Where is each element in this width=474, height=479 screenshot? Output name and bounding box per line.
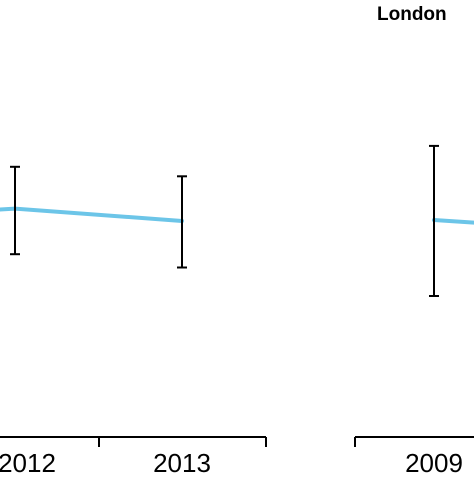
right-tick-label: 2009 <box>405 448 463 474</box>
left-series-line <box>0 206 184 223</box>
london-panel-title: London <box>377 4 447 25</box>
left-tick-label: 2012 <box>0 448 56 474</box>
right-series-line <box>432 218 474 225</box>
left-tick-label: 2013 <box>153 448 211 474</box>
left-panel: 2012 2013 <box>0 165 267 478</box>
right-panel: London 2009 <box>354 4 474 478</box>
